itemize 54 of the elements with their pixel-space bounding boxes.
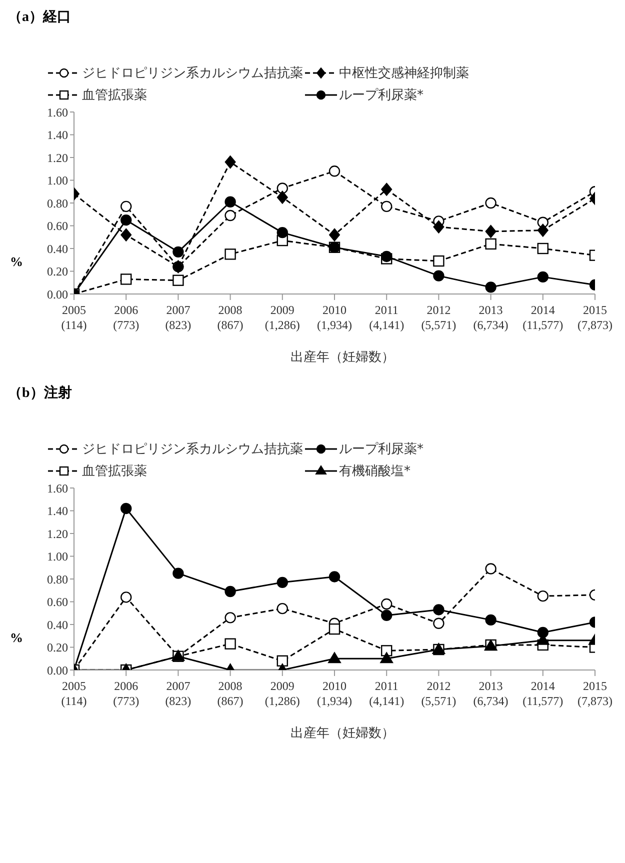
x-tick-label: 2007 (823) (165, 303, 192, 332)
x-tick-label: 2011 (4,141) (369, 679, 404, 708)
x-tick-label: 2009 (1,286) (264, 679, 300, 708)
y-tick-label: 0.40 (47, 618, 68, 632)
x-tick-label: 2007 (823) (165, 679, 192, 708)
y-tick-label: 1.40 (47, 128, 68, 142)
x-tick-label: 2013 (6,734) (473, 303, 508, 332)
y-tick-label: 0.60 (47, 219, 68, 234)
legend-label: 中枢性交感神経抑制薬 (339, 65, 469, 82)
x-tick-label: 2014 (11,577) (522, 679, 564, 708)
x-tick-label: 2008 (867) (217, 679, 244, 708)
x-tick-label: 2006 (773) (113, 679, 140, 708)
y-tick-label: 1.00 (47, 550, 68, 564)
x-tick-label: 2015 (7,873) (578, 303, 612, 332)
legend-label: 血管拡張薬 (82, 463, 147, 480)
x-tick-label: 2010 (1,934) (317, 679, 352, 708)
y-tick-label: 0.80 (47, 196, 68, 210)
legend-label: ループ利尿薬* (339, 441, 424, 458)
x-tick-label: 2015 (7,873) (578, 679, 612, 708)
chart-title: （a）経口 (8, 8, 72, 26)
legend-label: ループ利尿薬* (339, 87, 424, 104)
y-tick-label: 0.60 (47, 595, 68, 610)
chart-title: （b）注射 (8, 384, 73, 402)
x-tick-label: 2012 (5,571) (421, 679, 456, 708)
y-tick-label: 0.40 (47, 242, 68, 256)
y-tick-label: 0.20 (47, 640, 68, 655)
y-tick-label: 1.60 (47, 105, 68, 120)
y-tick-label: 1.20 (47, 150, 68, 165)
y-axis-title: % (10, 630, 23, 646)
y-tick-label: 1.60 (47, 481, 68, 496)
y-tick-label: 0.00 (47, 663, 68, 678)
x-tick-label: 2010 (1,934) (317, 303, 352, 332)
y-tick-label: 1.20 (47, 526, 68, 541)
legend-label: 血管拡張薬 (82, 87, 147, 104)
x-tick-label: 2008 (867) (217, 303, 244, 332)
y-tick-label: 1.00 (47, 174, 68, 188)
x-tick-label: 2006 (773) (113, 303, 140, 332)
legend-label: 有機硝酸塩* (339, 463, 410, 480)
x-axis-title: 出産年（妊婦数） (290, 725, 396, 742)
x-tick-label: 2014 (11,577) (522, 303, 564, 332)
x-tick-label: 2013 (6,734) (473, 679, 508, 708)
y-tick-label: 0.80 (47, 572, 68, 586)
x-axis-title: 出産年（妊婦数） (290, 349, 396, 366)
y-tick-label: 0.20 (47, 264, 68, 279)
x-tick-label: 2009 (1,286) (264, 303, 300, 332)
y-tick-label: 1.40 (47, 504, 68, 518)
x-tick-label: 2011 (4,141) (369, 303, 404, 332)
legend-label: ジヒドロピリジン系カルシウム拮抗薬 (82, 65, 303, 82)
x-tick-label: 2012 (5,571) (421, 303, 456, 332)
x-tick-label: 2005 (114) (61, 679, 87, 708)
legend-label: ジヒドロピリジン系カルシウム拮抗薬 (82, 441, 303, 458)
y-tick-label: 0.00 (47, 287, 68, 302)
x-tick-label: 2005 (114) (61, 303, 87, 332)
y-axis-title: % (10, 254, 23, 270)
